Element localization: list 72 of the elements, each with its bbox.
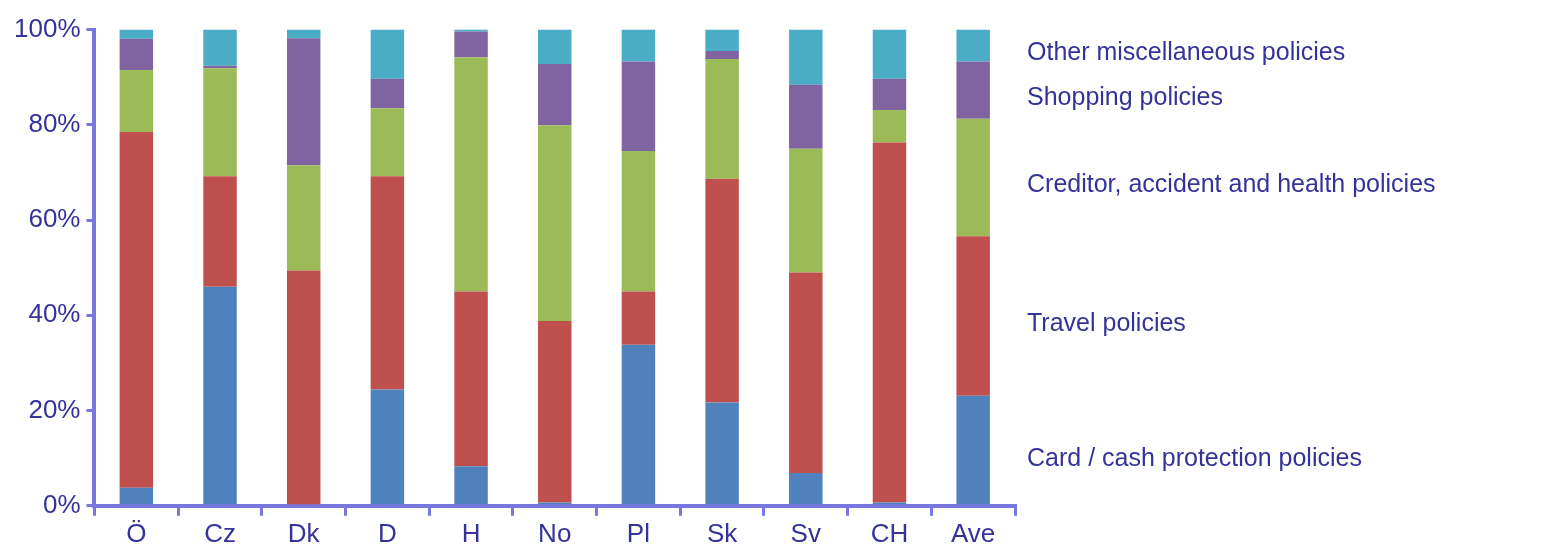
bar — [370, 108, 405, 177]
bar — [789, 148, 823, 273]
bar — [789, 472, 823, 505]
bar — [705, 29, 739, 52]
bar — [538, 321, 572, 503]
bar — [538, 29, 572, 64]
bar — [370, 176, 405, 390]
bar — [789, 84, 823, 149]
bar — [538, 125, 572, 322]
bar — [119, 131, 154, 488]
bar — [789, 272, 823, 473]
bar — [705, 51, 739, 60]
bar — [454, 57, 488, 292]
series-label: Other miscellaneous policies — [1027, 37, 1346, 66]
y-tick-label: 20% — [28, 393, 81, 424]
x-tick-label: Pl — [626, 517, 650, 548]
bar — [286, 165, 321, 271]
bar — [872, 110, 907, 143]
bar — [286, 38, 321, 166]
x-tick-label: Sk — [706, 517, 739, 548]
bar — [370, 78, 405, 109]
bar — [370, 389, 405, 505]
x-tick-label: CH — [870, 517, 909, 548]
bar — [119, 38, 154, 71]
bar — [956, 61, 990, 119]
bar — [119, 70, 154, 132]
y-tick-label: 100% — [14, 12, 81, 43]
bar — [203, 68, 237, 177]
bar — [956, 118, 990, 237]
y-tick-label: 60% — [28, 203, 81, 234]
x-tick-label: No — [538, 517, 572, 548]
y-tick-label: 0% — [42, 488, 81, 519]
x-tick-label: Dk — [287, 517, 321, 548]
bar — [956, 395, 990, 505]
bar — [203, 286, 237, 505]
series-label: Creditor, accident and health policies — [1027, 169, 1436, 198]
bar — [872, 78, 907, 111]
bar — [705, 178, 739, 403]
bar — [203, 176, 237, 287]
bar — [454, 31, 488, 58]
bar — [454, 291, 488, 467]
bar — [705, 59, 739, 179]
bar — [286, 29, 321, 39]
bar — [119, 29, 154, 39]
bar — [621, 61, 656, 152]
bar — [454, 466, 488, 505]
series-label: Shopping policies — [1027, 81, 1223, 110]
bar — [370, 29, 405, 79]
x-tick-label: D — [377, 517, 397, 548]
y-tick-label: 80% — [28, 108, 81, 139]
bar — [538, 63, 572, 126]
x-tick-label: Ö — [126, 517, 147, 548]
bar — [872, 29, 907, 79]
bar — [621, 291, 656, 345]
series-label: Travel policies — [1027, 307, 1186, 336]
bar — [286, 270, 321, 505]
x-tick-label: Sv — [790, 517, 821, 548]
bar — [621, 151, 656, 292]
bar — [621, 29, 656, 62]
bar — [119, 487, 154, 505]
bar — [203, 29, 237, 66]
x-tick-label: H — [461, 517, 481, 548]
series-label: Card / cash protection policies — [1027, 442, 1362, 471]
bar — [872, 142, 907, 503]
x-tick-label: Cz — [204, 517, 236, 548]
x-tick-label: Ave — [950, 517, 996, 548]
bar — [789, 29, 823, 85]
y-tick-label: 40% — [28, 298, 81, 329]
bar — [621, 344, 656, 505]
bar — [705, 402, 739, 505]
bar — [956, 236, 990, 396]
bar — [956, 29, 990, 62]
